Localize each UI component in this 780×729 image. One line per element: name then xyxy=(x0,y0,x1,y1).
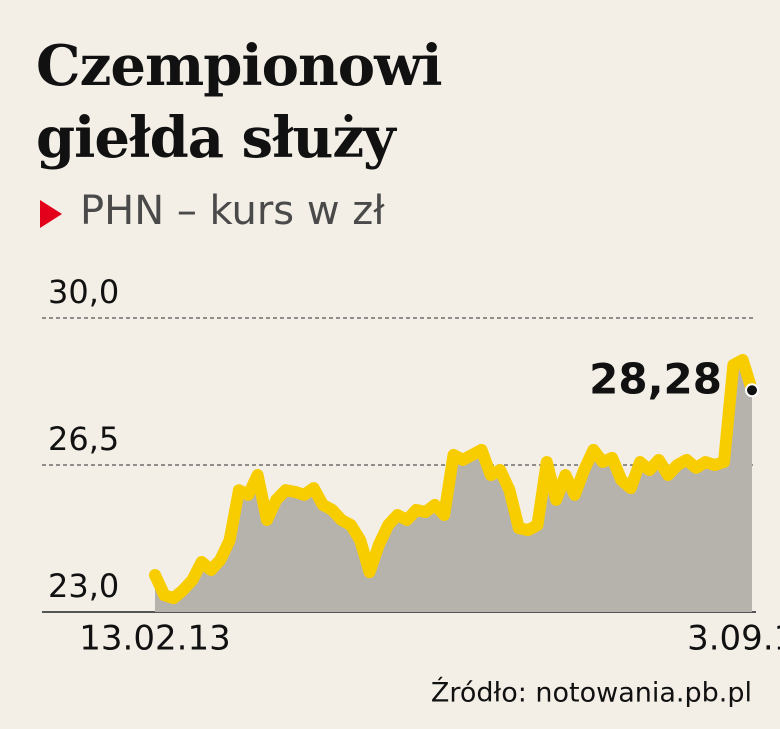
line xyxy=(149,354,758,605)
x-tick-label: 13.02.13 xyxy=(79,619,230,659)
y-tick-label: 26,5 xyxy=(48,420,119,458)
x-tick-label: 3.09.13 xyxy=(687,619,780,659)
source: Źródło: notowania.pb.pl xyxy=(431,677,752,709)
chart-title: Czempionowi giełda służy xyxy=(36,33,443,171)
chart-subtitle: PHN – kurs w zł xyxy=(80,188,385,234)
subtitle-marker xyxy=(40,200,62,228)
end-point xyxy=(745,383,759,398)
y-tick-label: 23,0 xyxy=(48,567,119,605)
data-label: 28,28 xyxy=(589,355,722,404)
y-tick-label: 30,0 xyxy=(48,273,119,311)
